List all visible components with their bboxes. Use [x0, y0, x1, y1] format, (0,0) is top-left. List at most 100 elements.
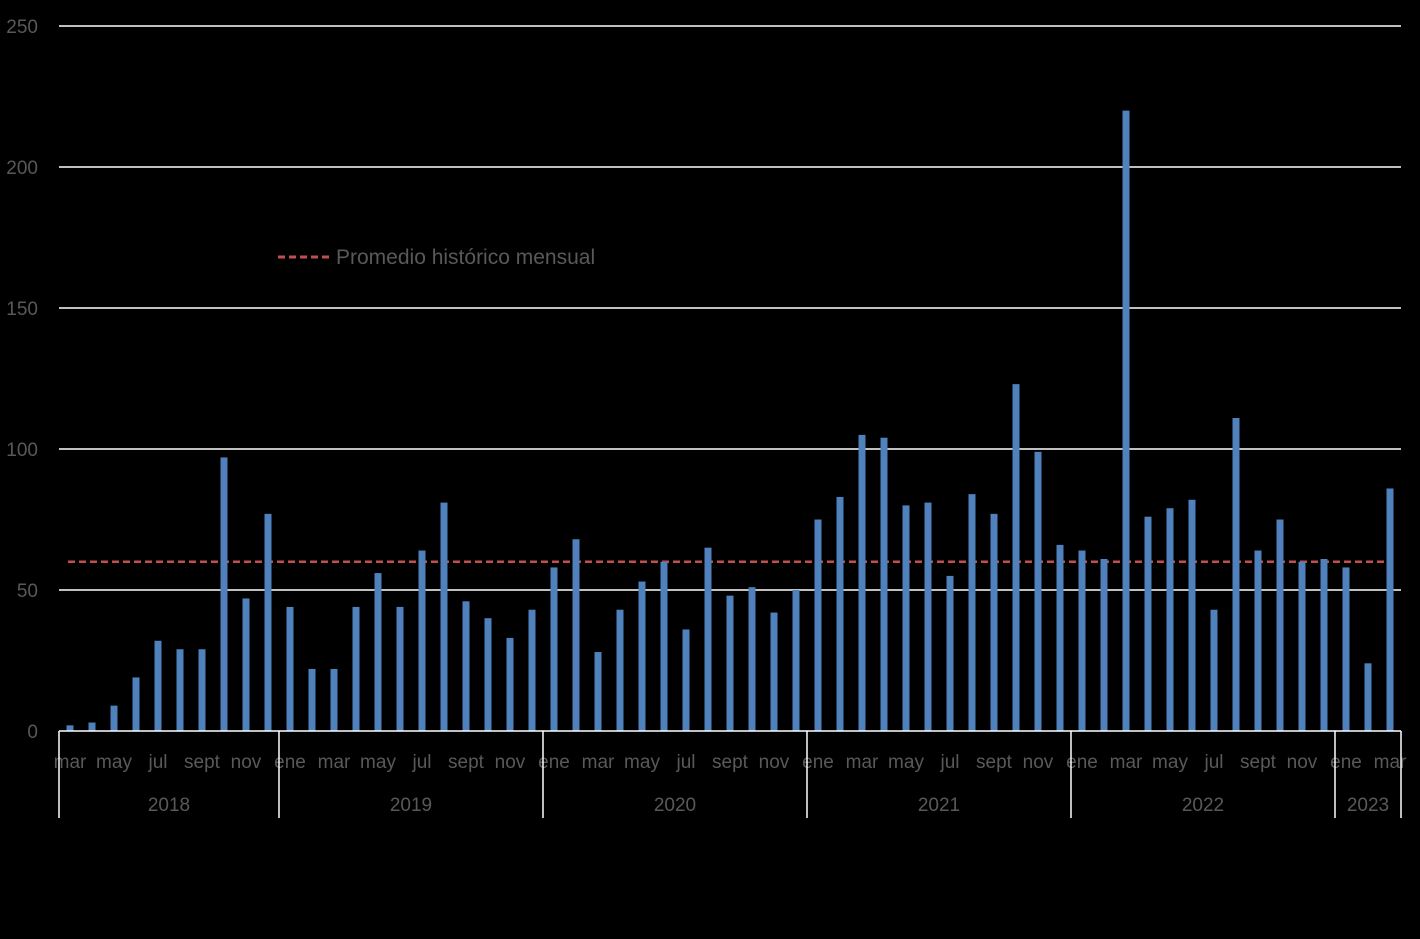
bar [462, 601, 470, 731]
bar [1078, 550, 1086, 731]
x-tick-label: jul [411, 752, 431, 773]
bar [1298, 561, 1306, 731]
x-tick-label: jul [147, 752, 167, 773]
bar [792, 590, 800, 731]
bar [990, 513, 998, 731]
y-tick-label: 50 [17, 581, 38, 602]
bar [924, 502, 932, 731]
legend-label: Promedio histórico mensual [336, 246, 595, 269]
bar [1276, 519, 1284, 731]
x-tick-label: sept [976, 752, 1013, 773]
x-tick-label: jul [1203, 752, 1223, 773]
bar [110, 705, 118, 731]
x-tick-label: nov [495, 752, 526, 773]
bar [374, 573, 382, 731]
bar [1012, 384, 1020, 731]
x-tick-label: ene [802, 752, 834, 773]
y-tick-label: 200 [6, 158, 38, 179]
bar [242, 598, 250, 731]
bar [528, 609, 536, 731]
bar [858, 434, 866, 731]
year-label: 2019 [390, 795, 432, 816]
bar [682, 629, 690, 731]
x-tick-label: ene [1066, 752, 1098, 773]
bar [748, 587, 756, 731]
x-tick-label: sept [1240, 752, 1277, 773]
bar [1144, 516, 1152, 731]
x-tick-label: ene [538, 752, 570, 773]
bar [770, 612, 778, 731]
bar [154, 640, 162, 731]
bars [66, 110, 1394, 732]
gridlines: 0 50 100 150 200 250 [6, 17, 1401, 743]
x-tick-label: may [360, 752, 396, 773]
bar [880, 437, 888, 731]
x-tick-label: may [1152, 752, 1188, 773]
bar [1386, 488, 1394, 731]
x-tick-label: mar [54, 752, 87, 773]
bar [814, 519, 822, 731]
x-tick-label: mar [318, 752, 351, 773]
x-tick-label: ene [274, 752, 306, 773]
bar [594, 652, 602, 731]
x-tick-label: sept [184, 752, 221, 773]
bar [308, 668, 316, 731]
y-tick-label: 150 [6, 299, 38, 320]
bar [418, 550, 426, 731]
legend: Promedio histórico mensual [278, 246, 595, 269]
bar [550, 567, 558, 731]
bar [902, 505, 910, 731]
bar [616, 609, 624, 731]
bar [484, 618, 492, 731]
x-tick-label: jul [675, 752, 695, 773]
bar [286, 606, 294, 731]
y-tick-label: 0 [27, 722, 38, 743]
bar [220, 457, 228, 731]
bar [132, 677, 140, 731]
bar [1254, 550, 1262, 731]
bar [1342, 567, 1350, 731]
x-tick-label: nov [1023, 752, 1054, 773]
bar [660, 561, 668, 731]
bar [1034, 451, 1042, 731]
year-label: 2018 [148, 795, 190, 816]
x-tick-label: sept [712, 752, 749, 773]
bar [1166, 508, 1174, 731]
bar [968, 494, 976, 731]
x-tick-label: ene [1330, 752, 1362, 773]
bar [1364, 663, 1372, 731]
year-label: 2020 [654, 795, 696, 816]
x-tick-label: nov [759, 752, 790, 773]
bar [1056, 544, 1064, 731]
bar [264, 513, 272, 731]
x-tick-label: jul [939, 752, 959, 773]
bar [330, 668, 338, 731]
bar [726, 595, 734, 731]
x-tick-label: may [624, 752, 660, 773]
bar [1122, 110, 1130, 732]
bar [1100, 558, 1108, 731]
bar [66, 725, 74, 731]
bar [198, 649, 206, 731]
bar [572, 539, 580, 731]
bar [352, 606, 360, 731]
x-tick-label: mar [846, 752, 879, 773]
x-tick-label: may [96, 752, 132, 773]
x-axis: mar may jul sept nov ene mar may jul sept nov ene ma… [54, 730, 1407, 818]
x-tick-label: nov [231, 752, 262, 773]
y-tick-label: 250 [6, 17, 38, 38]
x-tick-label: mar [1374, 752, 1407, 773]
bar [1188, 499, 1196, 731]
x-tick-label: nov [1287, 752, 1318, 773]
year-label: 2022 [1182, 795, 1224, 816]
x-tick-label: sept [448, 752, 485, 773]
x-tick-label: mar [1110, 752, 1143, 773]
bar [88, 722, 96, 731]
x-tick-label: mar [582, 752, 615, 773]
bar [396, 606, 404, 731]
bar [176, 649, 184, 731]
bar [638, 581, 646, 731]
bar [946, 575, 954, 731]
year-label: 2021 [918, 795, 960, 816]
